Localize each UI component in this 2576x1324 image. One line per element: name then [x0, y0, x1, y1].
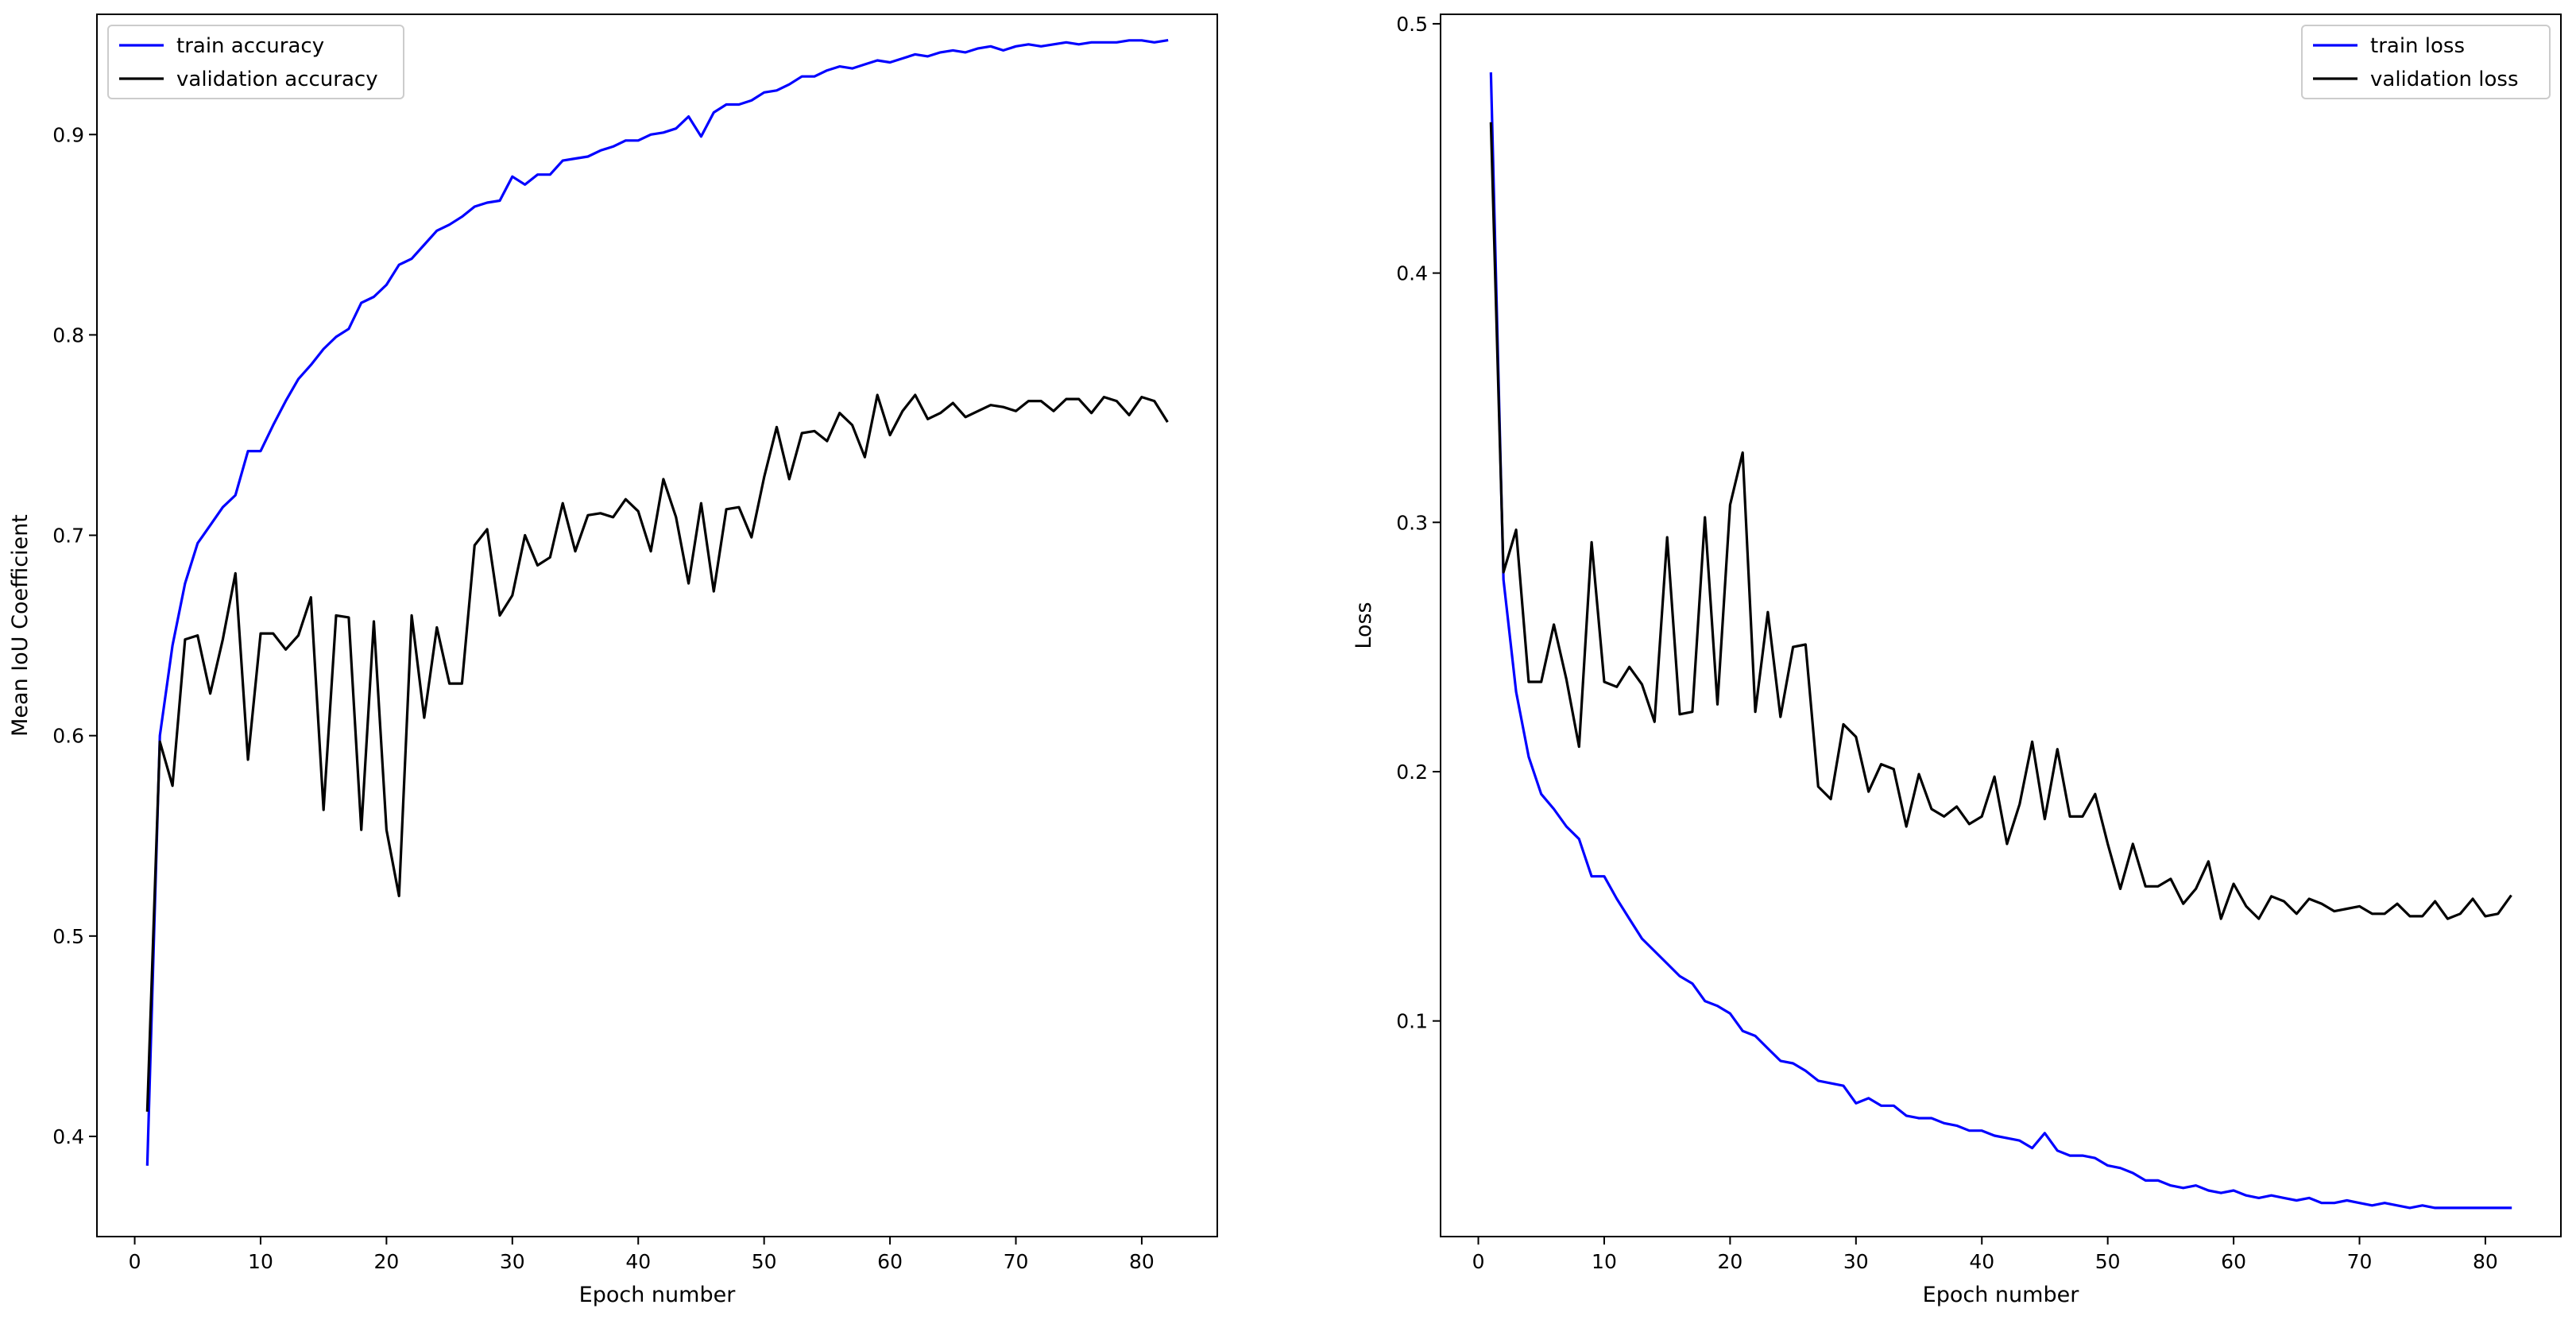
x-tick-label: 0 — [129, 1250, 141, 1273]
y-tick-label: 0.5 — [52, 925, 84, 948]
plot-frame — [1440, 14, 2562, 1237]
accuracy-chart: 0 10 20 30 40 50 60 70 80 0.4 0.5 0.6 0.7 0.8 0.9 Epoch… — [8, 14, 1218, 1307]
x-tick-label: 30 — [500, 1250, 525, 1273]
x-tick-label: 20 — [373, 1250, 399, 1273]
y-tick-label: 0.8 — [52, 323, 84, 346]
y-tick-label: 0.9 — [52, 123, 84, 146]
series-line-train-accuracy — [145, 38, 1169, 1166]
y-tick-label: 0.7 — [52, 525, 84, 548]
x-tick-label: 50 — [2095, 1250, 2121, 1273]
loss-chart: 0 10 20 30 40 50 60 70 80 0.1 0.2 0.3 0.4 0.5 Epoch nu… — [1352, 13, 2562, 1307]
x-tick-label: 20 — [1717, 1250, 1742, 1273]
series-line-train-loss — [1489, 72, 2512, 1210]
x-tick-label: 60 — [2221, 1250, 2246, 1273]
y-tick-label: 0.6 — [52, 725, 84, 748]
y-axis-label: Loss — [1352, 602, 1376, 648]
x-tick-label: 70 — [1004, 1250, 1029, 1273]
legend: train loss validation loss — [2301, 25, 2551, 99]
legend-entry-label: validation loss — [2370, 68, 2519, 91]
y-tick-label: 0.5 — [1396, 13, 1428, 36]
legend: train accuracy validation accuracy — [107, 25, 404, 99]
series-line-validation-accuracy — [145, 393, 1169, 1112]
legend-entry-label: train loss — [2370, 34, 2465, 58]
x-tick-label: 80 — [2473, 1250, 2498, 1273]
x-tick-label: 40 — [625, 1250, 651, 1273]
y-tick-label: 0.2 — [1396, 761, 1428, 784]
x-tick-label: 10 — [248, 1250, 273, 1273]
x-axis-label: Epoch number — [1923, 1283, 2080, 1307]
x-tick-label: 60 — [877, 1250, 903, 1273]
x-tick-label: 80 — [1129, 1250, 1155, 1273]
y-tick-label: 0.1 — [1396, 1010, 1428, 1033]
y-tick-label: 0.4 — [1396, 262, 1428, 285]
legend-box — [2301, 25, 2551, 99]
x-tick-label: 70 — [2347, 1250, 2373, 1273]
x-tick-label: 50 — [752, 1250, 777, 1273]
legend-entry-label: validation accuracy — [176, 68, 378, 91]
x-tick-label: 10 — [1592, 1250, 1617, 1273]
x-tick-label: 30 — [1843, 1250, 1869, 1273]
y-tick-label: 0.4 — [52, 1125, 84, 1148]
y-axis-label: Mean IoU Coefficient — [8, 514, 33, 737]
legend-box — [107, 25, 404, 99]
x-tick-label: 0 — [1472, 1250, 1485, 1273]
x-axis-label: Epoch number — [579, 1283, 737, 1307]
series-line-validation-loss — [1489, 122, 2512, 920]
y-tick-label: 0.3 — [1396, 511, 1428, 534]
legend-entry-label: train accuracy — [176, 34, 324, 58]
plot-frame — [96, 14, 1218, 1237]
x-tick-label: 40 — [1969, 1250, 1994, 1273]
